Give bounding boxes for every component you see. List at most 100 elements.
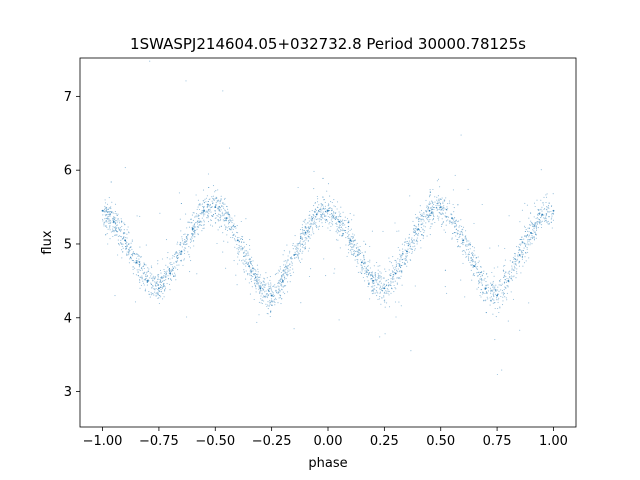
data-point <box>176 260 178 262</box>
data-point <box>499 284 501 286</box>
data-point <box>193 233 195 235</box>
data-point <box>489 247 491 249</box>
data-point <box>109 225 111 227</box>
data-point <box>155 293 157 295</box>
data-point <box>155 295 157 297</box>
data-point <box>234 225 236 228</box>
data-point <box>323 213 325 215</box>
data-point <box>537 227 539 229</box>
data-point <box>388 306 391 308</box>
data-point <box>280 295 282 297</box>
data-point <box>483 270 485 272</box>
data-point <box>220 225 222 227</box>
data-point <box>111 219 114 221</box>
data-point <box>297 245 299 247</box>
data-point <box>130 242 132 244</box>
data-point <box>257 271 259 273</box>
data-point <box>283 250 285 252</box>
data-point <box>292 243 294 245</box>
data-point <box>203 201 205 204</box>
data-point <box>475 266 477 268</box>
data-point <box>202 212 204 214</box>
data-point <box>109 214 111 216</box>
data-point <box>347 248 349 250</box>
data-point <box>444 216 446 218</box>
data-point <box>485 299 487 301</box>
data-point <box>386 287 388 290</box>
data-point <box>175 261 177 264</box>
data-point <box>269 287 271 289</box>
data-point <box>366 269 368 271</box>
data-point <box>414 213 417 216</box>
data-point <box>130 257 132 259</box>
data-point <box>341 234 343 237</box>
data-point <box>395 263 397 265</box>
data-point <box>445 216 448 218</box>
data-point <box>120 235 122 237</box>
data-point <box>139 280 141 282</box>
data-point <box>318 204 320 206</box>
data-point <box>149 60 151 62</box>
data-point <box>222 232 224 234</box>
data-point <box>301 243 303 245</box>
data-point <box>128 262 130 264</box>
data-point <box>399 255 401 257</box>
data-point <box>151 292 153 295</box>
data-point <box>376 295 378 297</box>
data-point <box>267 313 269 315</box>
data-point <box>321 222 323 224</box>
data-point <box>191 222 193 224</box>
data-point <box>353 246 355 248</box>
data-point <box>169 272 172 275</box>
data-point <box>307 236 309 238</box>
data-point <box>377 298 379 300</box>
data-point <box>262 296 264 298</box>
data-point <box>365 272 367 274</box>
data-point <box>126 237 128 239</box>
data-point <box>316 218 318 220</box>
data-point <box>223 240 225 242</box>
data-point <box>467 249 469 251</box>
data-point <box>483 287 485 289</box>
data-point <box>284 276 286 278</box>
data-point <box>189 238 191 240</box>
data-point <box>481 271 483 273</box>
data-point <box>338 211 340 213</box>
data-point <box>411 248 414 250</box>
data-point <box>388 284 390 286</box>
data-point <box>364 280 366 282</box>
data-point <box>400 256 402 258</box>
data-point <box>160 272 162 274</box>
data-point <box>372 285 374 287</box>
data-point <box>371 272 373 274</box>
data-point <box>317 226 319 228</box>
data-point <box>121 225 123 227</box>
data-point <box>464 296 466 298</box>
data-point <box>508 273 511 275</box>
data-point <box>296 255 299 257</box>
data-point <box>437 178 440 180</box>
data-point <box>128 249 130 251</box>
data-point <box>107 214 109 216</box>
data-point <box>152 275 154 277</box>
data-point <box>417 241 419 243</box>
data-point <box>128 252 130 254</box>
data-point <box>434 221 436 224</box>
data-point <box>165 276 167 278</box>
data-point <box>378 281 380 283</box>
data-point <box>415 226 417 228</box>
data-point <box>377 274 379 276</box>
data-point <box>504 275 506 277</box>
data-point <box>114 212 116 215</box>
data-point <box>331 216 333 218</box>
data-point <box>397 276 399 278</box>
data-point <box>148 291 150 293</box>
data-point <box>216 197 218 199</box>
data-point <box>197 216 199 218</box>
data-point <box>363 261 365 263</box>
data-point <box>431 208 433 210</box>
data-point <box>421 234 423 236</box>
data-point <box>259 289 262 291</box>
data-point <box>437 201 439 203</box>
data-point <box>240 249 242 251</box>
